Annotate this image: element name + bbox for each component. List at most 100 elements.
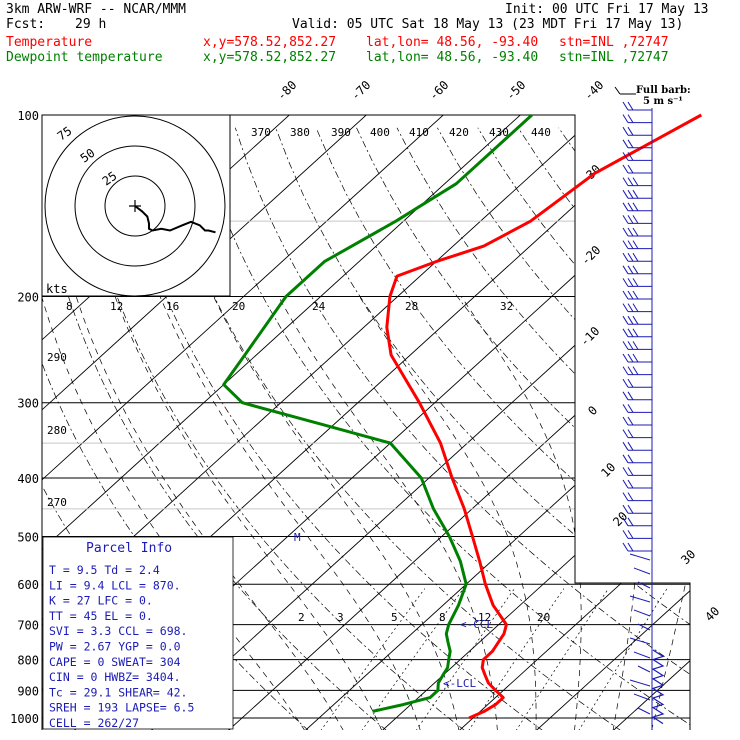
theta-label: 420	[449, 126, 469, 139]
wind-barb	[622, 454, 652, 464]
isotherm-label: 30	[678, 547, 698, 567]
wind-barb	[622, 366, 652, 376]
wind-barb-tick	[633, 567, 651, 575]
low-level-barbs	[651, 649, 665, 725]
isotherm-line	[535, 115, 690, 730]
wind-barb	[622, 114, 652, 124]
wind-barb	[622, 265, 652, 275]
temp-station: stn=INL ,72747	[559, 35, 669, 50]
parcel-row: PW = 2.67 YGP = 0.0	[49, 640, 181, 654]
wind-barb	[622, 404, 652, 413]
mixing-ratio-label: 2	[298, 611, 305, 624]
parcel-box	[42, 536, 234, 730]
wind-barb	[622, 441, 652, 451]
hodograph-inset: 75 50 25 kts	[41, 114, 231, 297]
dry-adiabat-line	[234, 127, 690, 730]
wind-barb	[622, 227, 652, 237]
temperature-profile	[385, 113, 703, 720]
theta-label: 390	[331, 126, 351, 139]
wind-barb-tick	[637, 581, 651, 589]
pressure-label: 300	[17, 397, 39, 411]
moist-adiabat-line	[114, 296, 383, 730]
parcel-row: LI = 9.4 LCL = 870.	[49, 578, 181, 592]
wind-barb	[622, 189, 652, 199]
isotherm-line	[381, 115, 690, 730]
moist-adiabat-line	[278, 296, 498, 730]
parcel-row: Tc = 29.1 SHEAR= 42.	[49, 685, 187, 699]
moist-adiabat-line	[75, 296, 344, 730]
temp-xy: x,y=578.52,852.27	[203, 35, 337, 50]
temp-latlon: lat,lon= 48.56, -93.40	[366, 35, 539, 50]
lcl-marker: <-LCL	[443, 677, 476, 690]
speed-tick-label: 20	[232, 300, 245, 313]
dewpoint-legend: Dewpoint temperature	[6, 50, 163, 65]
wind-barb	[622, 391, 652, 401]
mixing-ratio-label: 3	[337, 611, 344, 624]
parcel-row: CIN = 0 HWBZ= 3404.	[49, 670, 181, 684]
isotherm-labels-top: -80 -70 -60 -50 -40	[274, 78, 606, 103]
moist-adiabat-line	[460, 296, 582, 730]
ring-label-25: 25	[100, 169, 120, 189]
dew-xy: x,y=578.52,852.27	[203, 50, 337, 65]
wind-barb-tick	[629, 553, 651, 561]
temperature-legend: Temperature	[6, 35, 93, 50]
moist-adiabat-line	[583, 296, 639, 730]
dry-adiabat-line	[720, 128, 740, 731]
isotherm-label: -10	[577, 324, 602, 349]
dry-adiabat-line	[154, 127, 622, 730]
dry-adiabat-line	[679, 127, 690, 730]
wind-barb	[622, 479, 652, 489]
dry-adiabat-line	[113, 127, 544, 730]
isotherm-line	[689, 115, 690, 730]
wind-barb	[622, 303, 652, 313]
wind-barb	[622, 492, 652, 502]
wind-barb	[622, 416, 652, 426]
wind-barb-tick	[637, 623, 651, 631]
isotherm-label: -80	[274, 78, 299, 103]
hodograph-ring	[74, 145, 196, 267]
parcel-rows: T = 9.5 Td = 2.4LI = 9.4 LCL = 870. K = 2…	[49, 563, 194, 730]
dewpoint-profile	[222, 113, 533, 713]
isotherm-label: -40	[581, 78, 606, 103]
isotherm-line	[150, 115, 690, 730]
wind-barb-tick	[633, 609, 651, 617]
wind-barb	[622, 152, 652, 161]
isotherm-label: 0	[585, 403, 600, 418]
wind-barb	[622, 215, 652, 224]
wind-barb	[622, 252, 652, 262]
speed-tick-label: 32	[500, 300, 513, 313]
pressure-labels: 100 200 300 400 500 600 700 800 900 1000	[10, 109, 39, 726]
theta-label: 430	[489, 126, 509, 139]
hodograph-ring	[44, 115, 226, 297]
isotherm-label: -60	[426, 78, 451, 103]
wind-barb	[622, 202, 652, 212]
mixing-ratio-label: 8	[439, 611, 446, 624]
pressure-label: 600	[17, 578, 39, 592]
wind-barb	[622, 290, 652, 300]
dry-adiabat-line	[73, 127, 466, 730]
pressure-label: 800	[17, 654, 39, 668]
fcst-label: Fcst:	[6, 17, 46, 32]
wind-barb	[622, 378, 652, 388]
theta-label: 440	[531, 126, 551, 139]
wind-barb-tick	[633, 693, 651, 701]
wind-barbs	[622, 101, 665, 730]
mixing-ratio-label: 5	[391, 611, 398, 624]
isotherm-label: 40	[702, 604, 722, 624]
dry-adiabat-line	[517, 127, 690, 730]
m-marker: M	[294, 531, 301, 544]
wind-barb	[622, 328, 652, 338]
moist-adiabat-line	[651, 296, 690, 730]
parcel-title: Parcel Info	[86, 541, 172, 556]
speed-tick-label: 16	[166, 300, 179, 313]
mixing-ratio-label: 20	[537, 611, 550, 624]
full-barb-units: 5 m s⁻¹	[643, 96, 683, 107]
parcel-row: TT = 45 EL = 0.	[49, 609, 153, 623]
parcel-row: CELL = 262/27	[49, 716, 139, 730]
parcel-row: SREH = 193 LAPSE= 6.5	[49, 701, 194, 715]
wind-barb-tick	[633, 651, 651, 659]
wind-barb	[622, 139, 652, 149]
isotherm-label: 10	[598, 460, 618, 480]
wind-barb	[622, 542, 652, 552]
